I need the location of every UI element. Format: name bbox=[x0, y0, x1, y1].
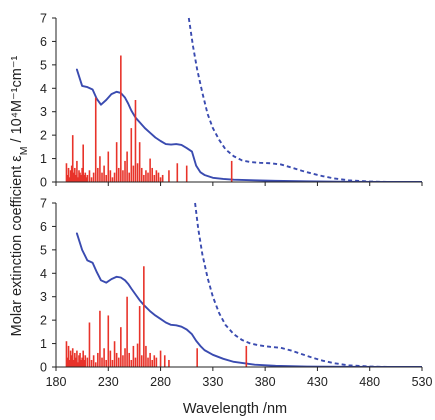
panel-top-data bbox=[65, 17, 422, 182]
chart-panels: 0 1 2 3 4 5 6 7 0 1 2 3 4 5 6 7 180 230 280 330 380 430 480 530 bbox=[40, 12, 432, 390]
x-tick-label-230: 230 bbox=[98, 375, 119, 389]
series-dashed-bottom bbox=[194, 202, 422, 367]
series-solid-top bbox=[75, 68, 422, 182]
x-axis-title: Wavelength /nm bbox=[183, 401, 287, 417]
y-tick-label-bottom-1: 1 bbox=[40, 337, 47, 351]
panel-bottom-data bbox=[65, 202, 422, 367]
y-tick-label-bottom-2: 2 bbox=[40, 314, 47, 328]
y-tick-label-top-6: 6 bbox=[40, 35, 47, 49]
series-solid-bottom bbox=[75, 232, 422, 367]
y-tick-label-bottom-7: 7 bbox=[40, 197, 47, 211]
x-tick-label-480: 480 bbox=[359, 375, 380, 389]
y-axis-title-suffix: / 10⁴M⁻¹cm⁻¹ bbox=[9, 56, 25, 147]
y-tick-label-top-2: 2 bbox=[40, 129, 47, 143]
y-tick-label-top-3: 3 bbox=[40, 105, 47, 119]
y-axis-title: Molar extinction coefficient εM / 10⁴M⁻¹… bbox=[9, 56, 30, 337]
y-tick-label-bottom-6: 6 bbox=[40, 220, 47, 234]
y-axis-title-prefix: Molar extinction coefficient ε bbox=[9, 155, 25, 337]
x-tick-label-280: 280 bbox=[150, 375, 171, 389]
y-tick-label-bottom-3: 3 bbox=[40, 290, 47, 304]
y-tick-label-bottom-5: 5 bbox=[40, 243, 47, 257]
y-tick-label-bottom-4: 4 bbox=[40, 267, 47, 281]
y-tick-label-top-5: 5 bbox=[40, 58, 47, 72]
x-tick-label-430: 430 bbox=[307, 375, 328, 389]
panel-top: 0 1 2 3 4 5 6 7 bbox=[40, 12, 423, 190]
series-dashed-top bbox=[187, 17, 422, 182]
y-tick-label-bottom-0: 0 bbox=[40, 361, 47, 375]
x-tick-label-330: 330 bbox=[202, 375, 223, 389]
y-tick-label-top-4: 4 bbox=[40, 82, 47, 96]
panel-bottom: 0 1 2 3 4 5 6 7 180 230 280 330 380 430 480 530 bbox=[40, 197, 432, 390]
y-axis-title-subscript: M bbox=[18, 146, 30, 155]
y-tick-label-top-0: 0 bbox=[40, 176, 47, 190]
x-tick-label-180: 180 bbox=[46, 375, 67, 389]
x-tick-label-380: 380 bbox=[255, 375, 276, 389]
x-tick-label-530: 530 bbox=[412, 375, 433, 389]
y-tick-label-top-1: 1 bbox=[40, 152, 47, 166]
y-tick-label-top-7: 7 bbox=[40, 12, 47, 26]
